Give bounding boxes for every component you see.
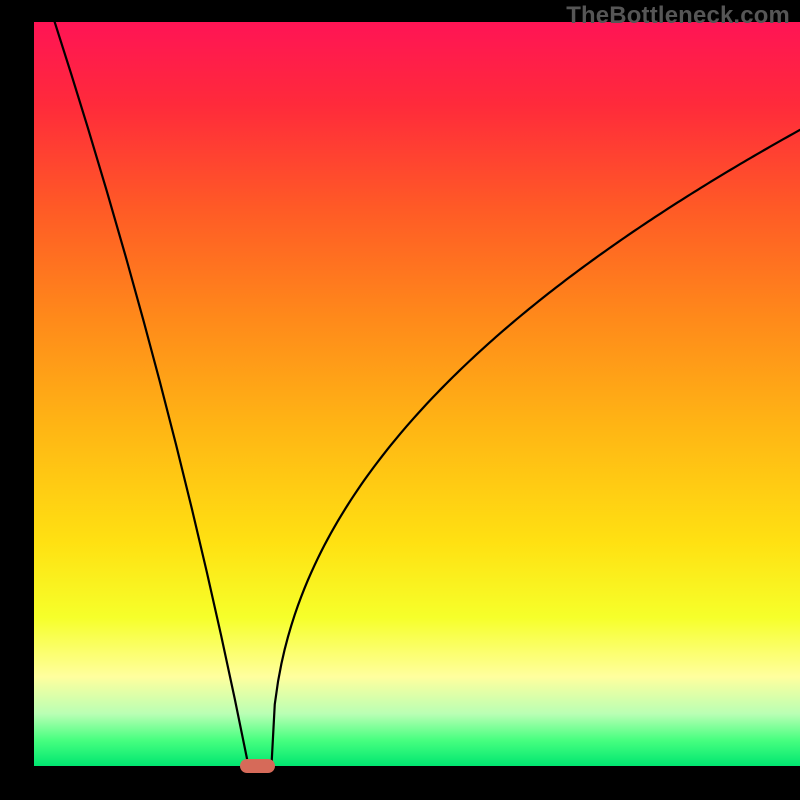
optimum-marker: [240, 759, 275, 772]
figure-container: TheBottleneck.com: [0, 0, 800, 800]
bottleneck-curve: [34, 22, 800, 766]
plot-area: [34, 22, 800, 766]
watermark-text: TheBottleneck.com: [566, 2, 790, 30]
